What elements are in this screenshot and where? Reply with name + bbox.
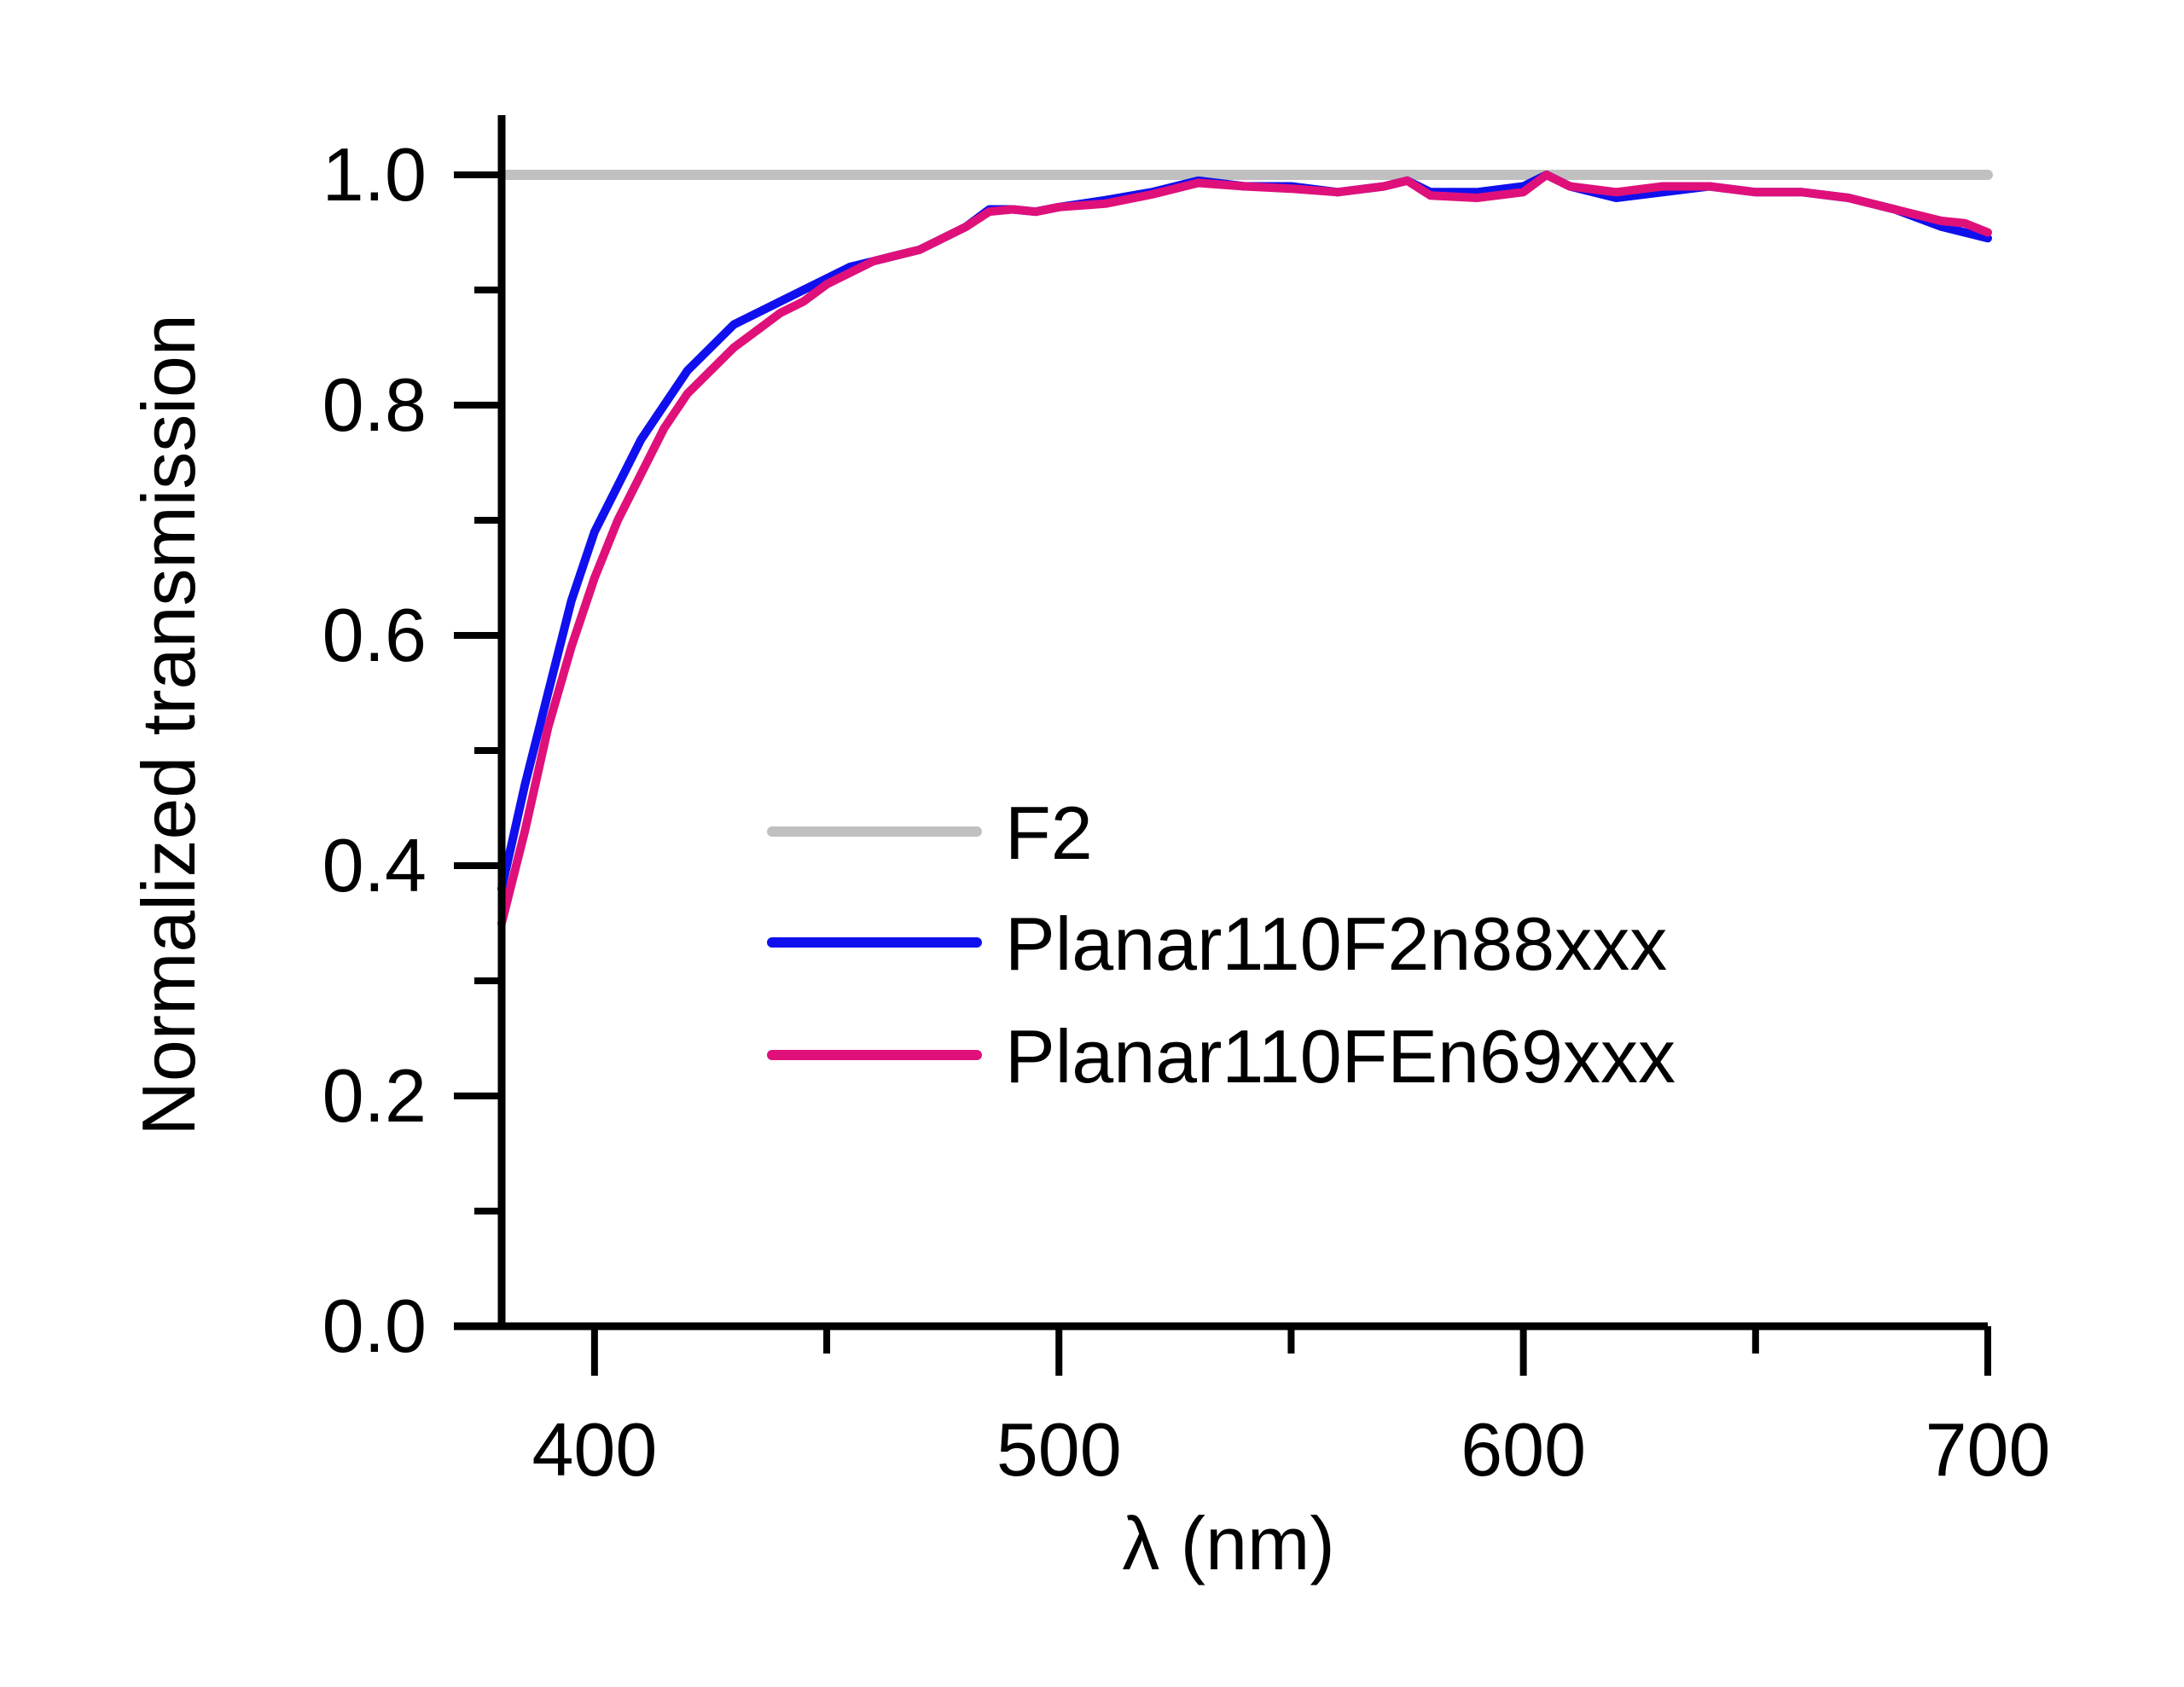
axes-layer: 0.0 0.2 0.4 0.6 0.8 1.0 400 500 600 700	[322, 115, 2051, 1492]
y-tick-label: 0.4	[322, 823, 427, 907]
x-tick-label: 600	[1461, 1407, 1586, 1492]
x-axis-title: λ (nm)	[1122, 1501, 1334, 1586]
legend-label-2: Planar110FEn69xxx	[1005, 1014, 1676, 1099]
x-tick-label: 500	[996, 1407, 1122, 1492]
y-tick-label: 0.0	[322, 1284, 427, 1368]
y-tick-label: 0.2	[322, 1053, 427, 1138]
series-layer	[497, 170, 1993, 928]
legend-label-1: Planar110F2n88xxx	[1005, 901, 1667, 986]
y-tick-label: 0.8	[322, 362, 427, 447]
series-line-2	[497, 171, 1992, 928]
y-axis-title: Normalized transmission	[126, 314, 211, 1135]
legend: F2 Planar110F2n88xxx Planar110FEn69xxx	[767, 791, 1676, 1099]
x-tick-label: 700	[1926, 1407, 2051, 1492]
y-tick-label: 0.6	[322, 593, 427, 677]
legend-label-0: F2	[1005, 791, 1093, 875]
x-tick-label: 400	[531, 1407, 657, 1492]
y-tick-label: 1.0	[322, 132, 427, 217]
series-line-1	[497, 171, 1992, 893]
